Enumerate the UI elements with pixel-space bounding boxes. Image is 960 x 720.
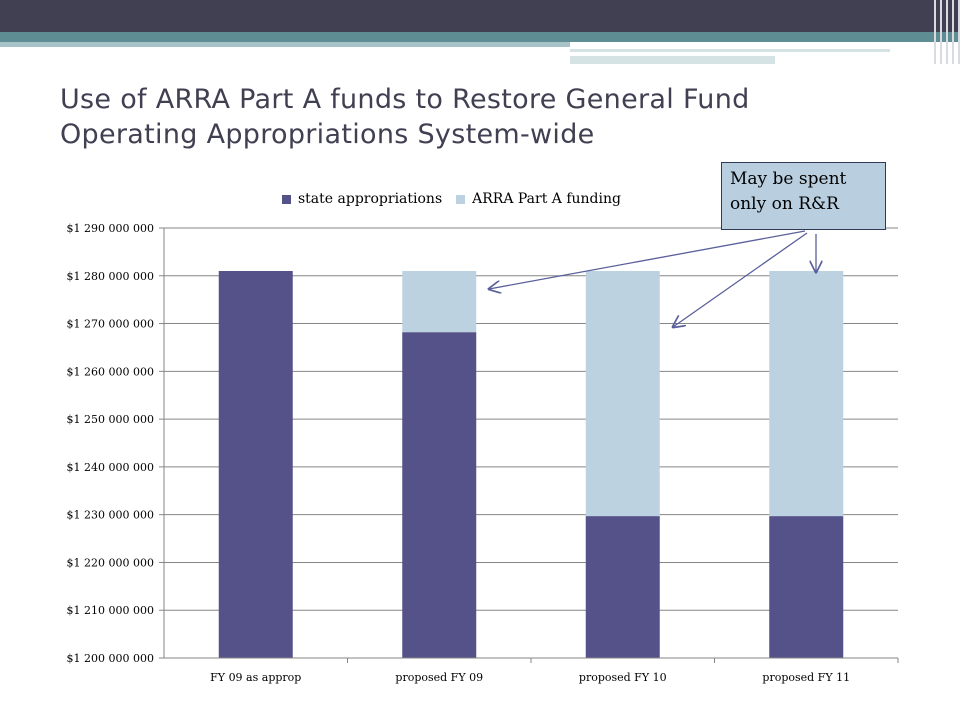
bar-arra-part-a xyxy=(769,271,844,517)
chart-legend: state appropriations ARRA Part A funding xyxy=(282,191,635,207)
y-tick-label: $1 250 000 000 xyxy=(67,413,154,426)
header-bar xyxy=(0,0,960,32)
header-decoration xyxy=(932,0,960,64)
callout-arrow xyxy=(673,232,808,327)
legend-label-arra: ARRA Part A funding xyxy=(472,191,621,207)
callout-arrow xyxy=(489,230,806,289)
legend-item-state: state appropriations xyxy=(282,191,442,207)
slide-title: Use of ARRA Part A funds to Restore Gene… xyxy=(60,84,750,150)
x-tick-label: proposed FY 11 xyxy=(762,671,850,684)
header-line xyxy=(570,56,775,64)
legend-item-arra: ARRA Part A funding xyxy=(456,191,621,207)
y-tick-label: $1 220 000 000 xyxy=(67,556,154,569)
callout-box: May be spent only on R&R xyxy=(721,162,886,230)
header-line xyxy=(570,49,890,52)
header-band xyxy=(0,32,960,42)
y-tick-label: $1 230 000 000 xyxy=(67,509,154,522)
legend-label-state: state appropriations xyxy=(298,191,443,207)
y-tick-label: $1 240 000 000 xyxy=(67,461,154,474)
legend-swatch-state xyxy=(282,194,291,204)
bar-state-appropriations xyxy=(218,271,293,658)
y-tick-label: $1 260 000 000 xyxy=(67,365,154,378)
y-tick-label: $1 200 000 000 xyxy=(67,652,154,665)
bar-arra-part-a xyxy=(402,271,477,333)
bar-arra-part-a xyxy=(585,271,660,517)
bar-state-appropriations xyxy=(585,516,660,658)
y-tick-label: $1 290 000 000 xyxy=(67,222,154,235)
y-tick-label: $1 270 000 000 xyxy=(67,318,154,331)
y-tick-label: $1 210 000 000 xyxy=(67,604,154,617)
x-tick-label: FY 09 as approp xyxy=(210,671,301,684)
bar-state-appropriations xyxy=(402,332,477,658)
y-tick-label: $1 280 000 000 xyxy=(67,270,154,283)
header-band-light xyxy=(0,42,570,47)
x-tick-label: proposed FY 10 xyxy=(579,671,667,684)
bar-state-appropriations xyxy=(769,516,844,658)
x-tick-label: proposed FY 09 xyxy=(395,671,483,684)
legend-swatch-arra xyxy=(456,194,466,204)
